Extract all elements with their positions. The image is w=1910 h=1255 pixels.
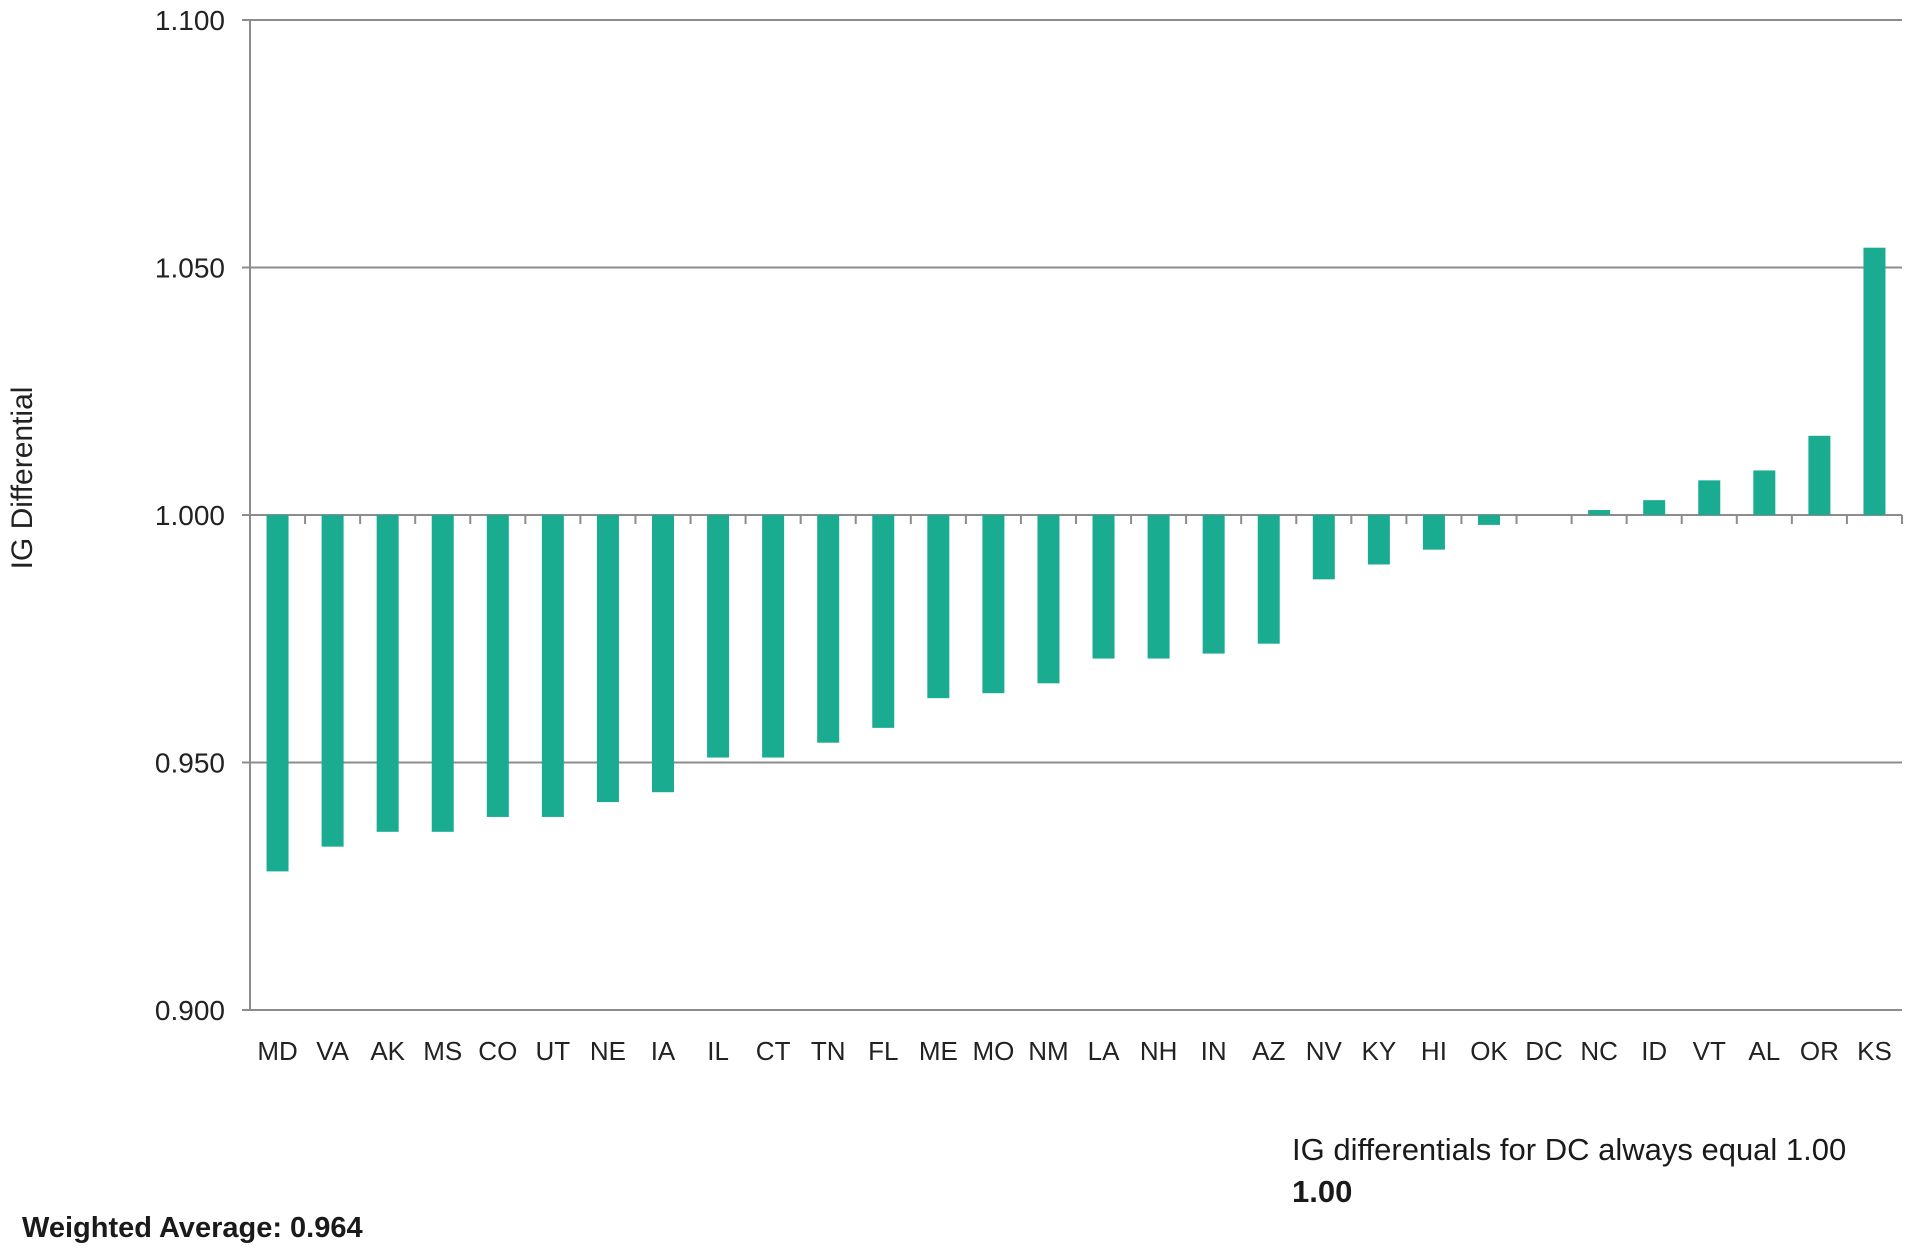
x-category-label: NC [1580, 1036, 1618, 1066]
bar-al [1753, 470, 1776, 515]
x-category-label: TN [811, 1036, 846, 1066]
dc-note-value: 1.00 [1292, 1174, 1353, 1209]
y-tick-label: 1.100 [155, 5, 225, 36]
x-category-label: IA [651, 1036, 676, 1066]
bar-nm [1037, 515, 1060, 684]
x-category-label: ID [1641, 1036, 1667, 1066]
bar-hi [1422, 515, 1445, 550]
x-category-label: AK [370, 1036, 405, 1066]
bar-fl [872, 515, 895, 728]
x-category-label: CO [478, 1036, 517, 1066]
x-category-label: VA [316, 1036, 349, 1066]
x-category-label: DC [1525, 1036, 1563, 1066]
y-tick-label: 1.000 [155, 500, 225, 531]
x-category-label: KS [1857, 1036, 1892, 1066]
y-tick-labels: 0.900 0.950 1.000 1.050 1.100 [155, 5, 225, 1026]
dc-note: IG differentials for DC always equal 1.0… [1292, 1132, 1847, 1167]
bar-va [321, 515, 344, 847]
y-tick-label: 0.900 [155, 995, 225, 1026]
bar-ks [1863, 247, 1886, 515]
bar-mo [982, 515, 1005, 694]
bar-ky [1367, 515, 1390, 565]
x-category-labels: MD VA AK MS CO UT NE IA IL CT TN FL ME MO NM LA NH IN AZ NV… [257, 1036, 1891, 1066]
bar-tn [817, 515, 840, 743]
bar-or [1808, 435, 1831, 515]
bar-ut [541, 515, 564, 817]
x-category-label: OK [1470, 1036, 1508, 1066]
bar-nc [1588, 510, 1611, 515]
bar-il [707, 515, 730, 758]
x-category-label: LA [1088, 1036, 1120, 1066]
x-category-label: VT [1693, 1036, 1726, 1066]
bar-id [1643, 500, 1666, 515]
y-tick-label: 0.950 [155, 748, 225, 779]
x-category-label: ME [919, 1036, 958, 1066]
axes [249, 20, 1903, 1010]
bar-md [266, 515, 289, 872]
x-category-label: NM [1028, 1036, 1068, 1066]
x-category-label: CT [756, 1036, 791, 1066]
x-category-label: MO [972, 1036, 1014, 1066]
bar-nv [1312, 515, 1335, 580]
bar-ak [376, 515, 399, 832]
bar-in [1202, 515, 1225, 654]
x-category-label: OR [1800, 1036, 1839, 1066]
x-category-label: UT [536, 1036, 571, 1066]
bars [266, 247, 1886, 872]
bar-la [1092, 515, 1115, 659]
y-tick-label: 1.050 [155, 253, 225, 284]
bar-co [486, 515, 509, 817]
weighted-average-label: Weighted Average: 0.964 [22, 1212, 363, 1244]
bar-az [1257, 515, 1280, 644]
bar-me [927, 515, 950, 699]
x-category-label: KY [1362, 1036, 1397, 1066]
grid-lines [242, 19, 1902, 1011]
x-category-label: MD [257, 1036, 297, 1066]
x-category-label: NE [590, 1036, 626, 1066]
x-category-label: AL [1748, 1036, 1780, 1066]
x-category-label: MS [423, 1036, 462, 1066]
bar-ia [652, 515, 674, 793]
bar-ok [1478, 515, 1500, 525]
bar-vt [1698, 480, 1721, 515]
x-category-label: HI [1421, 1036, 1447, 1066]
x-category-label: NH [1140, 1036, 1178, 1066]
x-category-label: AZ [1252, 1036, 1285, 1066]
bar-ms [431, 515, 454, 832]
bar-ne [596, 515, 619, 803]
x-category-label: FL [868, 1036, 898, 1066]
bar-nh [1147, 515, 1170, 659]
x-category-label: NV [1306, 1036, 1343, 1066]
y-axis-title: IG Differential [6, 387, 39, 570]
x-category-label: IL [707, 1036, 729, 1066]
bar-ct [762, 515, 785, 758]
x-category-label: IN [1201, 1036, 1227, 1066]
